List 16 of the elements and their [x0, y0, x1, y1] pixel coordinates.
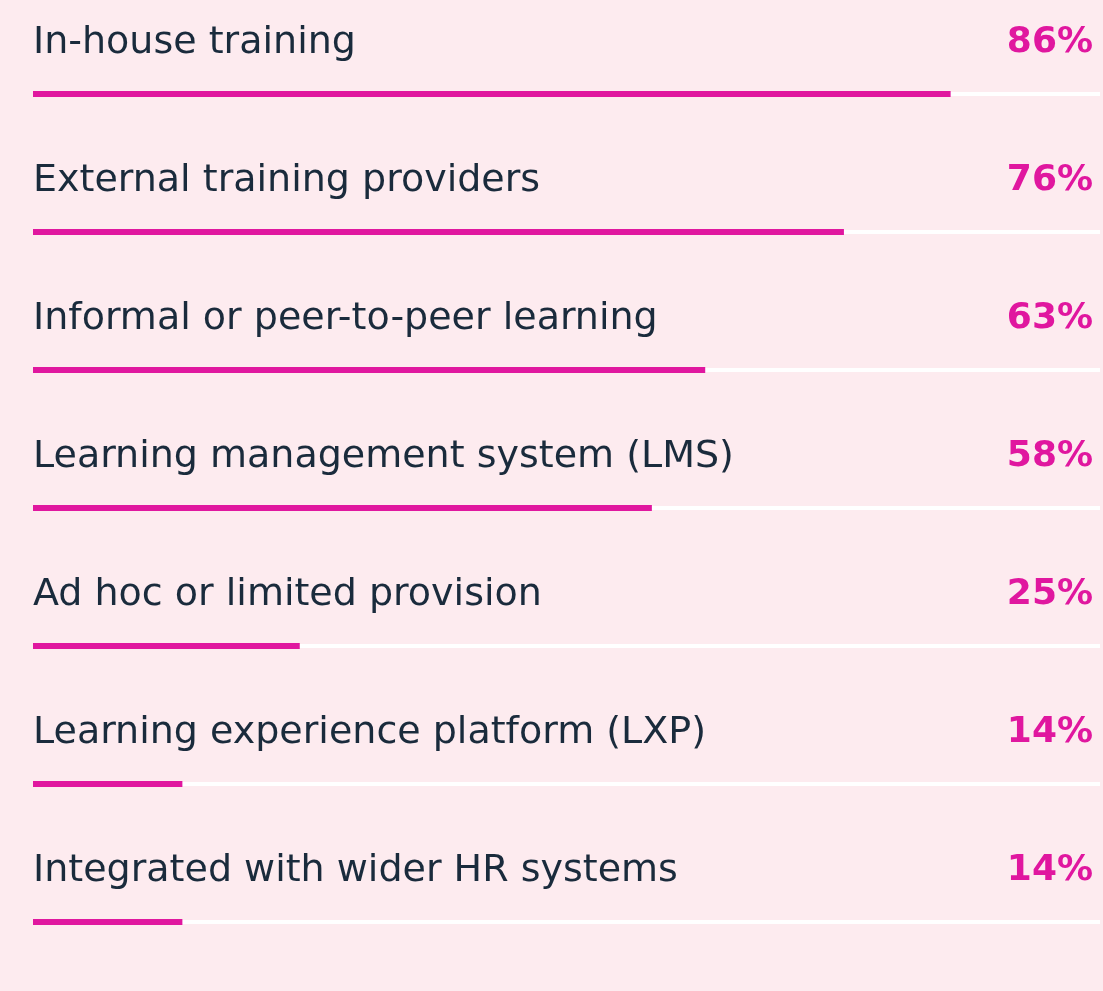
y-tick-label: Informal or peer-to-peer learning: [33, 293, 658, 338]
data-label: 63%: [1006, 295, 1093, 336]
data-label: 76%: [1006, 157, 1093, 198]
y-tick-label: Integrated with wider HR systems: [33, 845, 678, 890]
y-tick-label: Learning management system (LMS): [33, 431, 734, 476]
data-label: 58%: [1006, 433, 1093, 474]
data-label: 14%: [1006, 847, 1093, 888]
bar: [33, 919, 183, 925]
y-tick-label: Learning experience platform (LXP): [33, 707, 707, 752]
data-label: 86%: [1006, 19, 1093, 60]
data-label: 14%: [1006, 709, 1093, 750]
y-tick-label: External training providers: [33, 155, 541, 200]
y-tick-label: Ad hoc or limited provision: [33, 569, 542, 614]
bar: [33, 781, 183, 787]
y-tick-label: In-house training: [33, 17, 356, 62]
data-label: 25%: [1006, 571, 1093, 612]
